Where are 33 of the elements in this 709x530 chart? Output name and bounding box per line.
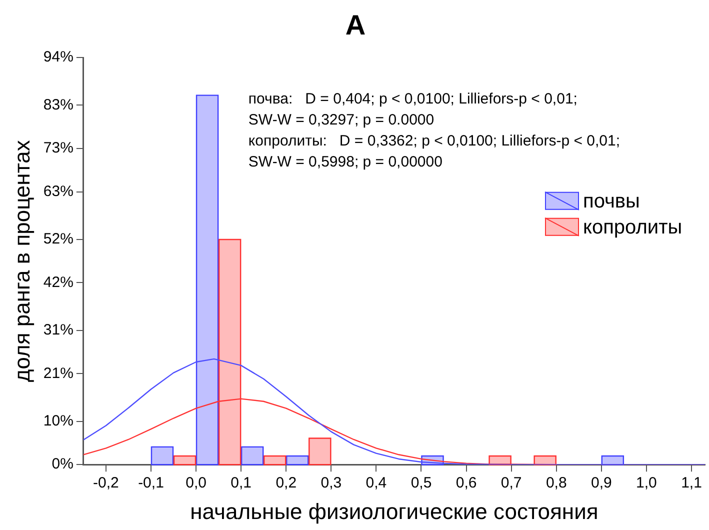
x-tick-label: 1,1 xyxy=(681,474,702,492)
y-tick-label: 42% xyxy=(43,274,74,291)
x-axis-title: начальные физиологические состояния xyxy=(190,498,598,524)
x-tick-label: 0,4 xyxy=(366,474,387,492)
y-tick-label: 73% xyxy=(43,140,74,157)
x-tick-label: 0,2 xyxy=(276,474,297,492)
legend-label: копролиты xyxy=(583,216,682,238)
x-tick-label: -0,1 xyxy=(138,474,164,492)
x-tick-label: -0,2 xyxy=(93,474,119,492)
annotation: SW-W = 0,3297; p = 0.0000 xyxy=(248,112,434,129)
y-tick-label: 0% xyxy=(52,456,74,473)
x-tick-label: 1,0 xyxy=(636,474,657,492)
y-tick-label: 63% xyxy=(43,182,74,200)
annotation: SW-W = 0,5998; p = 0,00000 xyxy=(248,154,442,171)
x-tick-label: 0,9 xyxy=(590,474,612,492)
y-tick-label: 83% xyxy=(43,96,74,114)
y-axis-title: доля ранга в процентах xyxy=(9,140,34,382)
annotation: копролиты: D = 0,3362; p < 0,0100; Lilliefors-p < 0,01; xyxy=(248,132,620,150)
x-tick-label: 0,0 xyxy=(186,474,206,492)
x-tick-label: 0,3 xyxy=(320,474,342,492)
chart-title: A xyxy=(345,10,366,41)
y-tick-label: 10% xyxy=(43,412,74,430)
x-tick-label: 0,1 xyxy=(230,474,252,492)
y-tick-label: 21% xyxy=(43,364,74,382)
x-tick-label: 0,8 xyxy=(546,474,567,492)
y-tick-label: 52% xyxy=(43,230,74,248)
x-tick-label: 0,7 xyxy=(500,474,522,492)
x-tick-label: 0,5 xyxy=(410,474,432,492)
y-tick-label: 94% xyxy=(43,48,74,66)
x-tick-label: 0,6 xyxy=(456,474,477,492)
legend-label: почвы xyxy=(583,190,640,212)
y-tick-label: 31% xyxy=(43,322,74,339)
annotation: почва: D = 0,404; p < 0,0100; Lilliefors-p < 0,01; xyxy=(248,90,578,108)
